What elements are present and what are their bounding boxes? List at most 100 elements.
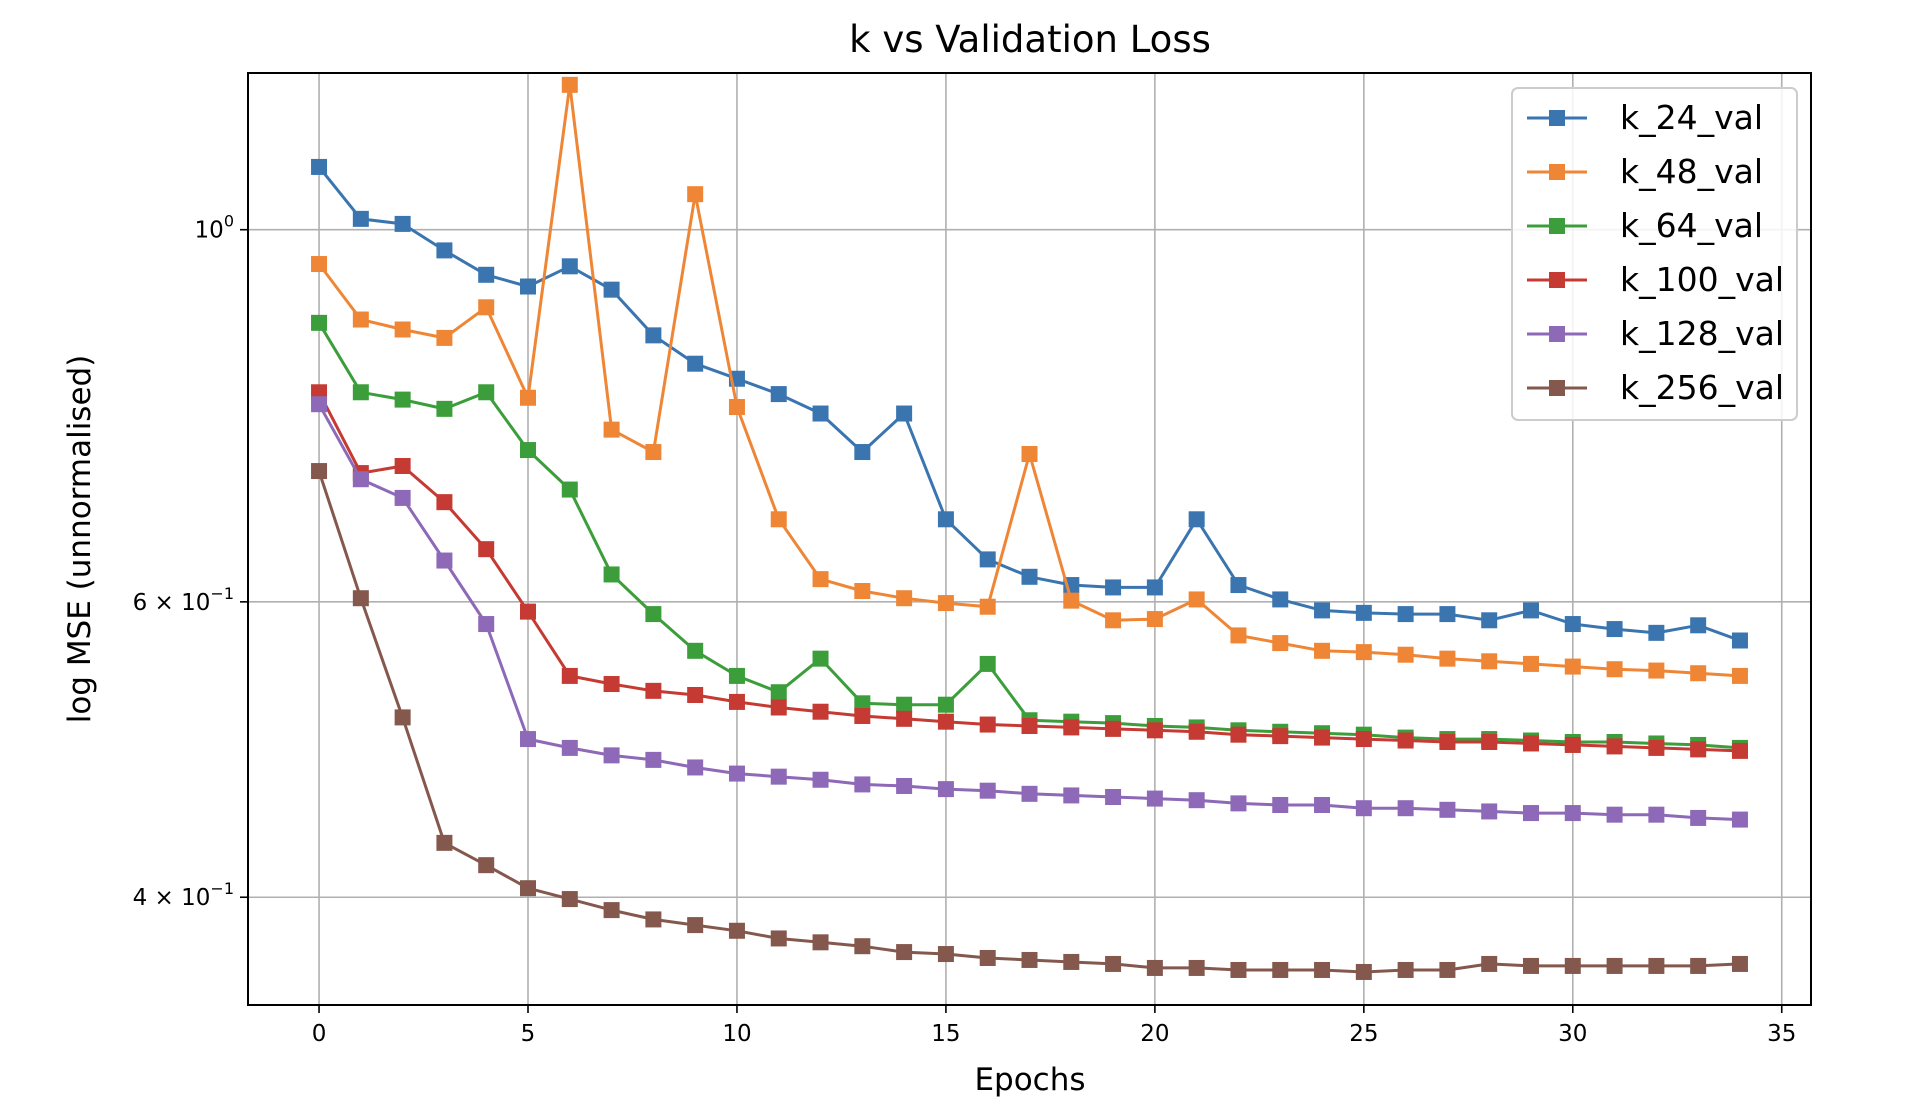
legend-item: k_48_val [1527,152,1763,191]
data-point [979,949,996,966]
legend-item: k_256_val [1527,368,1784,407]
legend: k_24_val k_48_val k_64_val k_100_val k_128_v… [1511,87,1798,421]
data-point [1731,632,1748,649]
data-point [1731,742,1748,759]
data-point [1272,635,1289,652]
data-point [1188,723,1205,740]
y-tick-label: 100 [195,212,234,244]
data-point [812,703,829,720]
data-point [520,442,537,459]
data-point [770,386,787,403]
data-point [687,759,704,776]
data-point [1648,662,1665,679]
data-point [394,391,411,408]
data-point [1063,787,1080,804]
data-point [1146,579,1163,596]
data-point [603,566,620,583]
data-point [1690,957,1707,974]
data-point [603,421,620,438]
legend-item: k_128_val [1527,314,1784,353]
data-point [1355,800,1372,817]
data-point [1230,961,1247,978]
data-point [937,511,954,528]
data-point [979,551,996,568]
data-point [1439,606,1456,623]
data-point [1355,644,1372,661]
data-point [728,922,745,939]
data-point [1522,602,1539,619]
data-point [1397,606,1414,623]
data-point [561,481,578,498]
data-point [1564,805,1581,822]
data-point [603,281,620,298]
data-point [1522,805,1539,822]
legend-marker [1549,164,1565,180]
data-point [1564,957,1581,974]
data-point [1648,806,1665,823]
data-point [478,384,495,401]
data-point [770,699,787,716]
data-point [687,355,704,372]
legend-label: k_48_val [1620,152,1763,191]
legend-marker [1549,326,1565,342]
data-point [1355,604,1372,621]
data-point [1397,646,1414,663]
data-point [937,781,954,798]
data-point [770,684,787,701]
data-point [352,471,369,488]
data-point [1105,789,1122,806]
data-point [436,329,453,346]
data-point [1272,796,1289,813]
chart-title: k vs Validation Loss [849,18,1211,61]
data-point [937,713,954,730]
data-point [603,902,620,919]
data-point [1731,667,1748,684]
legend-item: k_64_val [1527,206,1763,245]
data-point [1522,655,1539,672]
data-point [645,327,662,344]
data-point [352,590,369,607]
data-point [770,511,787,528]
series-k_24_val [311,158,1748,649]
data-point [1690,809,1707,826]
data-point [603,676,620,693]
data-point [1314,961,1331,978]
data-point [854,583,871,600]
data-point [352,210,369,227]
x-tick-label: 20 [1140,1021,1169,1047]
series-k_100_val [311,384,1748,759]
legend-item: k_100_val [1527,260,1784,299]
data-point [645,911,662,928]
data-point [1522,957,1539,974]
y-tick-label: 4 × 10−1 [133,879,234,911]
data-point [394,458,411,475]
data-point [394,215,411,232]
data-point [937,696,954,713]
data-point [812,405,829,422]
data-point [1731,811,1748,828]
data-point [1314,796,1331,813]
series-k_128_val [311,396,1748,828]
plot-frame [247,72,1812,1006]
data-point [561,891,578,908]
data-point [311,396,328,413]
data-point [436,242,453,259]
data-point [1606,661,1623,678]
data-point [394,321,411,338]
data-point [436,552,453,569]
data-point [1272,591,1289,608]
data-point [1230,726,1247,743]
data-point [1021,568,1038,585]
data-point [1021,446,1038,463]
data-point [770,768,787,785]
data-point [1355,963,1372,980]
data-point [1606,738,1623,755]
x-axis-label: Epochs [974,1062,1085,1098]
data-point [1648,957,1665,974]
data-point [1105,955,1122,972]
data-point [1439,961,1456,978]
data-point [896,777,913,794]
data-point [770,930,787,947]
data-point [896,710,913,727]
